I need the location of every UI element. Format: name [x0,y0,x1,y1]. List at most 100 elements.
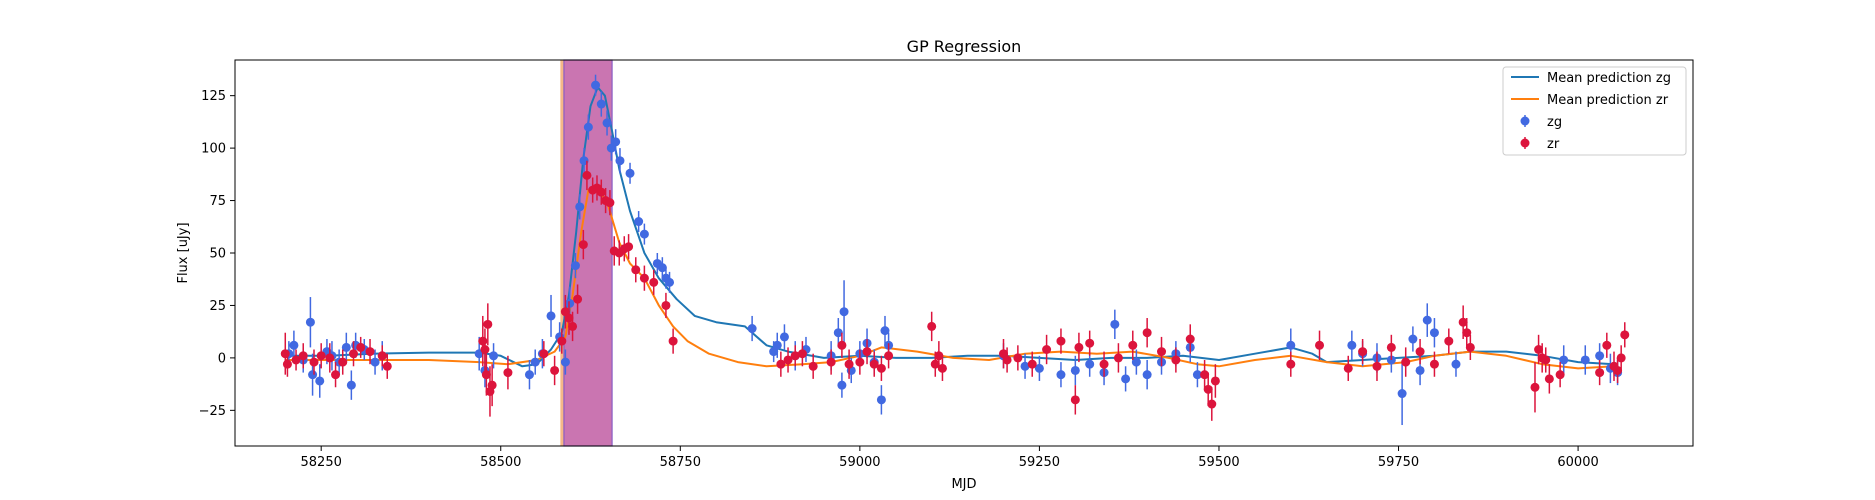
data-point [837,380,847,390]
data-point [483,319,493,329]
data-point [1013,353,1023,363]
data-point [1056,370,1066,380]
x-axis-label: MJD [951,477,976,492]
data-point [1131,357,1141,367]
data-point [1128,340,1138,350]
data-point [1171,355,1181,365]
data-point [546,311,556,321]
legend-label-zr-line: Mean prediction zr [1547,93,1669,108]
chart-title: GP Regression [907,37,1022,56]
data-point [826,357,836,367]
data-point [1602,340,1612,350]
legend-swatch-zr-points [1520,137,1530,149]
data-point [289,340,299,350]
data-point [1358,347,1368,357]
x-axis-ticks: 58250 58500 58750 59000 59250 59500 59750 60000 [301,446,1599,470]
data-point [570,261,580,271]
data-point [1422,315,1432,325]
data-point [631,265,641,275]
data-point [557,336,567,346]
data-point [639,273,649,283]
data-point [1451,359,1461,369]
data-point [308,370,318,380]
data-point [1386,342,1396,352]
data-point [1157,347,1167,357]
data-point [783,355,793,365]
data-point [927,321,937,331]
data-point [298,351,308,361]
data-point [315,376,325,386]
data-point [1541,355,1551,365]
data-point [1401,357,1411,367]
x-tick-label: 59750 [1378,455,1419,470]
data-point [1286,340,1296,350]
legend-marker [1520,138,1530,148]
data-point [583,122,593,132]
data-point [377,351,387,361]
data-point [1315,340,1325,350]
data-point [625,168,635,178]
data-point [338,357,348,367]
data-point [634,217,644,227]
data-point [480,345,490,354]
legend-label-zg-points: zg [1547,115,1562,130]
data-point [365,347,375,357]
data-point [1429,328,1439,338]
y-tick-label: 25 [209,299,226,314]
data-point [876,395,886,405]
data-point [489,351,499,361]
legend-marker [1520,116,1530,126]
y-tick-label: 125 [201,89,226,104]
data-point [564,313,574,323]
y-tick-label: −25 [199,404,226,419]
data-point [1616,353,1626,363]
data-point [1020,361,1030,371]
data-point [624,242,634,252]
data-point [1210,376,1220,386]
data-point [876,363,886,373]
x-tick-label: 60000 [1557,455,1598,470]
data-point [1085,338,1095,348]
data-point [1534,345,1544,354]
series-line-0 [285,86,1615,368]
data-point [1408,334,1418,344]
data-point [316,351,326,361]
data-point [1027,359,1037,369]
data-point [1099,359,1109,369]
data-point [1555,370,1565,380]
data-point [862,347,872,357]
data-point [591,80,601,90]
y-tick-label: 100 [201,142,226,157]
data-point [1613,365,1623,375]
data-point [478,336,488,346]
x-tick-label: 58750 [660,455,701,470]
data-point [779,332,789,342]
data-point [797,349,807,359]
data-point [487,380,497,390]
data-point [560,357,570,367]
data-point [1458,317,1468,327]
y-tick-label: 50 [209,247,226,262]
data-point [370,357,380,367]
data-point [649,277,659,287]
data-point [1462,328,1472,338]
data-point [1559,355,1569,365]
data-point [1192,370,1202,380]
data-point [503,368,513,378]
data-point [1070,395,1080,405]
data-point [772,340,782,350]
data-point [291,355,301,365]
data-point [578,240,588,250]
legend-label-zr-points: zr [1547,137,1560,152]
data-point [325,353,335,363]
data-point [602,118,612,128]
data-point [668,336,678,346]
data-point [615,156,625,166]
data-point [1415,347,1425,357]
x-tick-label: 59250 [1019,455,1060,470]
data-point [855,357,865,367]
data-point [1042,345,1052,354]
x-tick-label: 59500 [1198,455,1239,470]
data-point [481,370,491,380]
